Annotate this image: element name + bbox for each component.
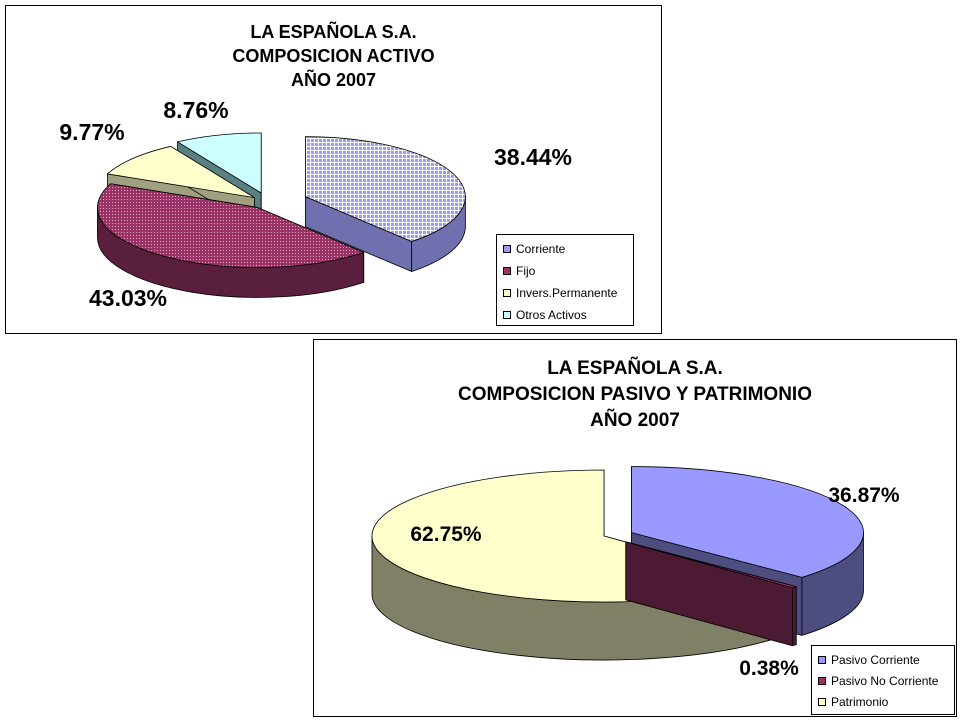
data-label: 9.77%	[59, 119, 124, 145]
legend-swatch	[503, 311, 511, 319]
chart-title-block: LA ESPAÑOLA S.A. COMPOSICION PASIVO Y PA…	[314, 356, 956, 434]
legend-swatch	[503, 245, 511, 253]
chart-title: LA ESPAÑOLA S.A.	[250, 22, 417, 42]
chart-year: AÑO 2007	[290, 70, 377, 90]
legend-item: Invers.Permanente	[503, 282, 627, 304]
legend: Pasivo Corriente Pasivo No Corriente Pat…	[811, 645, 955, 715]
legend-item: Pasivo Corriente	[818, 649, 948, 670]
chart-subtitle: COMPOSICION PASIVO Y PATRIMONIO	[457, 384, 812, 405]
data-label: 0.38%	[739, 657, 799, 680]
pie-plot: 36.87% 0.38% 62.75%	[371, 466, 900, 680]
chart-year: AÑO 2007	[590, 410, 680, 431]
chart-subtitle: COMPOSICION ACTIVO	[232, 46, 435, 66]
pie-slice	[625, 541, 797, 647]
pie-plot: 38.44% 43.03% 9.77% 8.76%	[59, 97, 572, 311]
chart-pasivo-patrimonio: LA ESPAÑOLA S.A. COMPOSICION PASIVO Y PA…	[313, 339, 957, 717]
legend: Corriente Fijo Invers.Permanente Otros A…	[496, 234, 634, 326]
chart-activo: LA ESPAÑOLA S.A. COMPOSICION ACTIVO AÑO …	[5, 5, 662, 334]
legend-label: Pasivo No Corriente	[831, 673, 939, 688]
legend-label: Otros Activos	[516, 308, 587, 322]
legend-swatch	[818, 676, 826, 685]
legend-item: Pasivo No Corriente	[818, 670, 948, 691]
legend-label: Corriente	[516, 242, 566, 256]
pie-slice	[304, 136, 466, 273]
legend-item: Patrimonio	[818, 691, 948, 712]
legend-item: Otros Activos	[503, 304, 627, 326]
legend-label: Fijo	[516, 264, 536, 278]
pie-slice	[97, 183, 365, 298]
legend-swatch	[503, 267, 511, 275]
legend-swatch	[818, 655, 826, 664]
data-label: 43.03%	[89, 285, 167, 311]
data-label: 8.76%	[163, 97, 228, 123]
legend-item: Fijo	[503, 260, 627, 282]
chart-title: LA ESPAÑOLA S.A.	[547, 358, 723, 379]
chart-title-block: LA ESPAÑOLA S.A. COMPOSICION ACTIVO AÑO …	[6, 20, 661, 92]
legend-swatch	[818, 697, 826, 706]
data-label: 36.87%	[828, 484, 900, 507]
legend-item: Corriente	[503, 238, 627, 260]
legend-label: Pasivo Corriente	[831, 652, 920, 667]
data-label: 62.75%	[410, 523, 482, 546]
legend-swatch	[503, 289, 511, 297]
legend-label: Invers.Permanente	[516, 286, 618, 300]
data-label: 38.44%	[494, 144, 572, 170]
legend-label: Patrimonio	[831, 694, 889, 709]
